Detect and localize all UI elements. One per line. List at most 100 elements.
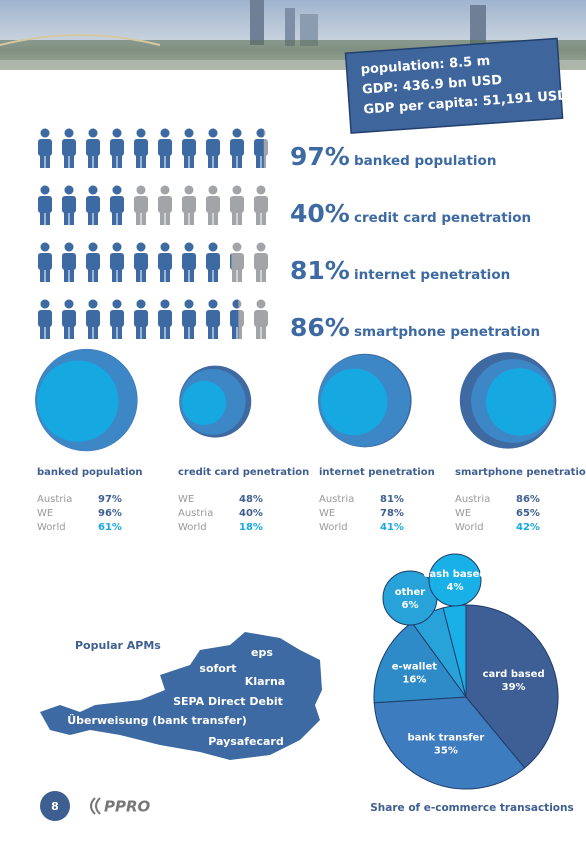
person-leg — [184, 211, 189, 225]
person-body — [134, 253, 148, 270]
person-leg — [141, 211, 146, 225]
pie-slice — [373, 696, 526, 790]
slice-name: card based — [483, 669, 545, 680]
person-leg — [141, 325, 146, 339]
pictograph-fill — [38, 128, 264, 168]
indicator-label: internet penetration — [354, 267, 510, 283]
person-head — [40, 242, 50, 252]
person-head — [112, 185, 122, 195]
comparison-title: banked population — [37, 467, 143, 478]
person-head — [256, 242, 266, 252]
person-leg — [93, 325, 98, 339]
person-leg — [189, 154, 194, 168]
person-leg — [208, 268, 213, 282]
person-leg — [136, 325, 141, 339]
person-body — [182, 196, 196, 213]
person-head — [208, 185, 218, 195]
person-leg — [256, 154, 261, 168]
person-head — [208, 242, 218, 252]
person-body — [38, 196, 52, 213]
person-leg — [261, 268, 266, 282]
person-head — [88, 242, 98, 252]
person-leg — [40, 154, 45, 168]
row-name: World — [37, 522, 66, 533]
footer: 8 PPRO — [40, 791, 151, 821]
row-value: 41% — [380, 522, 404, 533]
person-body — [206, 196, 220, 213]
row-name: Austria — [455, 494, 490, 505]
person-leg — [117, 325, 122, 339]
person-leg — [112, 268, 117, 282]
person-leg — [141, 154, 146, 168]
apm-map: Popular APMs eps sofort Klarna SEPA Dire… — [40, 632, 322, 760]
person-leg — [112, 211, 117, 225]
person-head — [208, 128, 218, 138]
person-leg — [45, 154, 50, 168]
person-head — [184, 299, 194, 309]
person-leg — [213, 268, 218, 282]
person-leg — [160, 154, 165, 168]
row-value: 86% — [516, 494, 540, 505]
person-head — [64, 242, 74, 252]
person-body — [158, 310, 172, 327]
person-body — [62, 139, 76, 156]
person-head — [112, 242, 122, 252]
person-head — [256, 299, 266, 309]
person-body — [158, 139, 172, 156]
person-leg — [237, 325, 242, 339]
person-head — [232, 299, 239, 309]
person-body — [230, 253, 232, 270]
brand: PPRO — [104, 798, 151, 816]
person-leg — [40, 325, 45, 339]
person-head — [184, 242, 194, 252]
person-leg — [261, 211, 266, 225]
stats-background — [344, 37, 564, 134]
pie-slice — [465, 604, 559, 769]
person-leg — [237, 154, 242, 168]
person-body — [254, 196, 268, 213]
person-body — [62, 253, 76, 270]
person-leg — [213, 211, 218, 225]
person-leg — [237, 268, 242, 282]
indicator-value: 86% — [290, 313, 350, 342]
apm-label: Klarna — [245, 675, 285, 688]
person-body — [182, 253, 196, 270]
person-leg — [45, 325, 50, 339]
comparison-circle — [37, 360, 119, 442]
person-leg — [165, 268, 170, 282]
person-leg — [256, 211, 261, 225]
person-leg — [64, 154, 69, 168]
person-head — [184, 185, 194, 195]
person-head — [232, 242, 242, 252]
slice-value: 39% — [502, 682, 526, 693]
indicator-value: 40% — [290, 199, 350, 228]
person-leg — [93, 154, 98, 168]
person-leg — [136, 268, 141, 282]
row-name: WE — [455, 508, 471, 519]
apm-label: SEPA Direct Debit — [173, 695, 283, 708]
person-leg — [184, 325, 189, 339]
person-leg — [213, 154, 218, 168]
logo-mark — [90, 797, 101, 815]
person-leg — [208, 325, 213, 339]
person-leg — [88, 211, 93, 225]
row-value: 96% — [98, 508, 122, 519]
row-name: Austria — [37, 494, 72, 505]
person-head — [64, 185, 74, 195]
person-head — [40, 185, 50, 195]
person-leg — [112, 154, 117, 168]
person-leg — [189, 325, 194, 339]
comparison-section: banked population Austria 97% WE 96% World 61%… — [35, 348, 586, 533]
person-head — [88, 185, 98, 195]
person-leg — [232, 268, 237, 282]
person-leg — [261, 325, 266, 339]
person-body — [110, 196, 124, 213]
apm-title: Popular APMs — [75, 639, 161, 652]
person-body — [254, 310, 268, 327]
pictograph-fill — [38, 242, 232, 282]
person-body — [38, 310, 52, 327]
slice-value: 35% — [434, 745, 458, 756]
slice-name: other — [395, 587, 426, 598]
chart-title: Share of e-commerce transactions — [370, 802, 574, 814]
